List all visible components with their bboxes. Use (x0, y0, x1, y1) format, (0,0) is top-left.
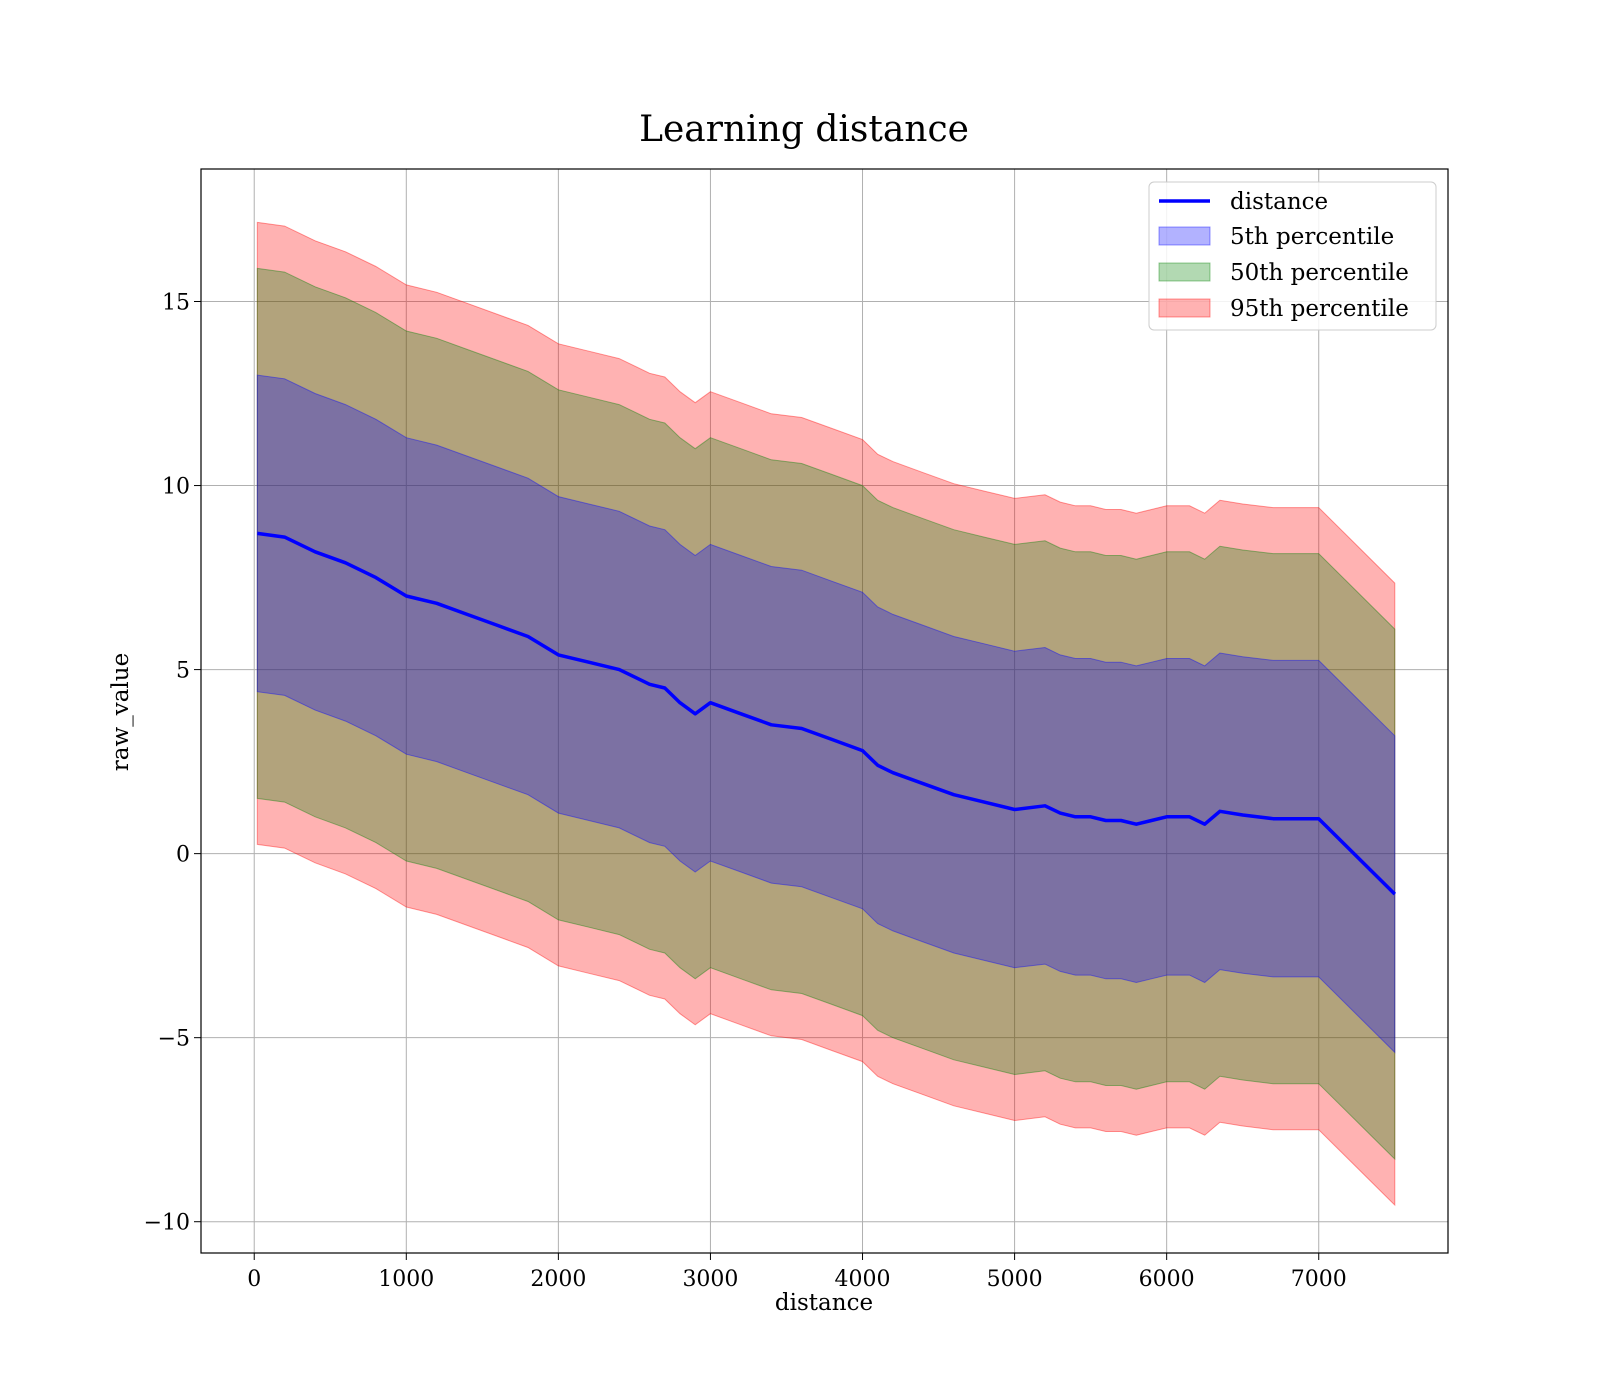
x-tick-label: 4000 (835, 1267, 891, 1292)
band-50th-percentile (256, 267, 1396, 1161)
y-tick-label: 0 (176, 843, 190, 868)
y-tick-label: −10 (144, 1211, 190, 1236)
legend-box (1148, 181, 1437, 331)
plot-frame (200, 168, 1449, 1254)
legend-swatch-95th (1158, 298, 1211, 318)
y-axis-label: raw_value (108, 653, 134, 771)
legend-swatch-5th (1158, 226, 1211, 246)
y-tick-label: −5 (158, 1027, 190, 1052)
x-tick-label: 1000 (378, 1267, 434, 1292)
line-distance (257, 531, 1397, 896)
x-tick-label: 5000 (987, 1267, 1043, 1292)
legend: distance 5th percentile 50th percentile … (1148, 181, 1437, 331)
percentile-bands (256, 221, 1396, 1207)
y-tick-label: 5 (176, 659, 190, 684)
y-tick-label: 10 (162, 475, 190, 500)
x-tick-label: 3000 (682, 1267, 738, 1292)
band-5th-percentile (256, 374, 1396, 1054)
x-tick-label: 2000 (530, 1267, 586, 1292)
x-grid (253, 169, 1320, 1253)
x-axis-label: distance (775, 1290, 873, 1316)
chart-title: Learning distance (639, 109, 969, 150)
series-lines (257, 531, 1397, 896)
x-axis-ticks: 0 1000 2000 3000 4000 5000 6000 7000 (247, 1253, 1347, 1292)
x-tick-label: 0 (247, 1267, 261, 1292)
legend-swatch-50th (1158, 262, 1211, 282)
legend-label-95th: 95th percentile (1230, 296, 1409, 322)
legend-label-distance: distance (1230, 189, 1328, 215)
x-tick-label: 6000 (1139, 1267, 1195, 1292)
x-tick-label: 7000 (1291, 1267, 1347, 1292)
legend-label-5th: 5th percentile (1230, 224, 1394, 250)
band-95th-percentile (256, 221, 1396, 1207)
y-axis-ticks: −10 −5 0 5 10 15 (144, 291, 201, 1236)
legend-label-50th: 50th percentile (1230, 260, 1409, 286)
y-tick-label: 15 (162, 291, 190, 316)
